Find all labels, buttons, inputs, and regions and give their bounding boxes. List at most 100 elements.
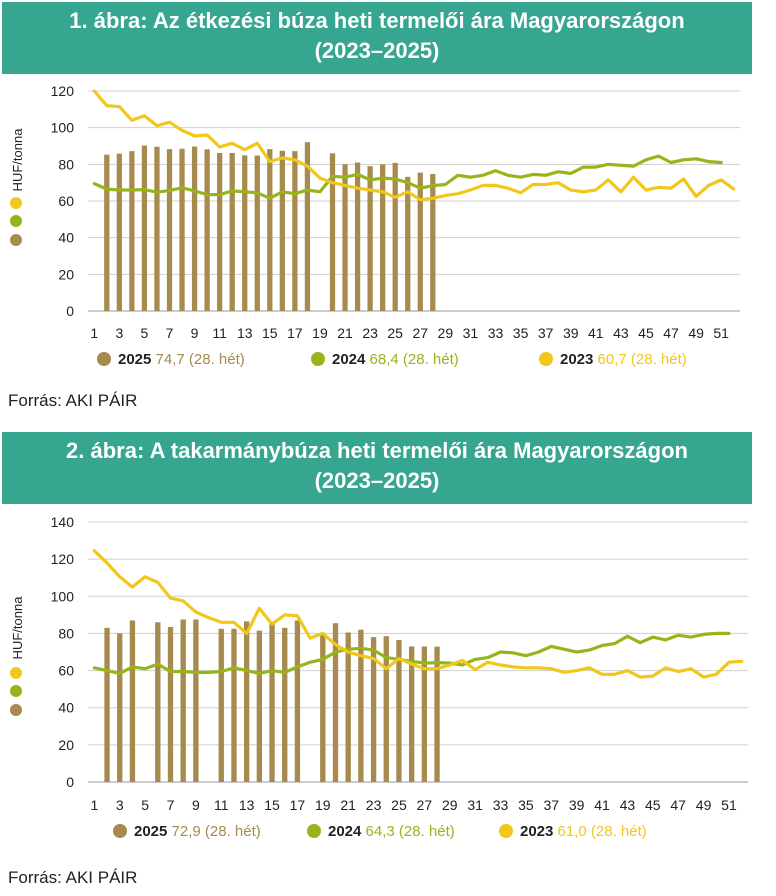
- chart1-bar-2025: [204, 149, 210, 311]
- chart2-bar-2025: [269, 623, 275, 782]
- chart1-legend-entry-2023: 2023 60,7 (28. hét): [560, 351, 687, 368]
- chart2-bar-2025: [320, 633, 326, 782]
- chart2-bar-2025: [345, 632, 351, 782]
- chart1-legend-value-2024: 68,4 (28. hét): [370, 351, 459, 368]
- chart1-legend-marker-2023: [539, 352, 553, 366]
- chart2-xtick-label: 43: [620, 797, 636, 813]
- chart1-bar-2025: [154, 146, 160, 311]
- chart2-xtick-label: 29: [442, 797, 458, 813]
- chart2-legend-entry-2023: 2023 61,0 (28. hét): [520, 823, 647, 840]
- chart2-bar-2025: [129, 620, 136, 782]
- chart1-bar-2025: [141, 145, 148, 311]
- chart2-xtick-label: 5: [141, 797, 149, 813]
- chart1-xtick-label: 3: [115, 325, 123, 341]
- chart2-ytick-label: 20: [58, 737, 74, 753]
- chart1-bar-2025: [405, 176, 411, 311]
- chart1-xtick-label: 5: [141, 325, 149, 341]
- chart2-legend-marker-2025: [113, 824, 127, 838]
- chart1-title: 1. ábra: Az étkezési búza heti termelői …: [69, 8, 685, 33]
- chart1-xtick-label: 19: [312, 325, 328, 341]
- chart2-xtick-label: 25: [391, 797, 407, 813]
- chart1-line-2024: [92, 154, 723, 200]
- chart2-bar-2025: [256, 630, 263, 782]
- chart2-bar-2025: [332, 623, 339, 782]
- chart2-xtick-label: 51: [721, 797, 737, 813]
- chart1-bar-2025: [267, 149, 273, 311]
- chart1-legend-entry-2025: 2025 74,7 (28. hét): [118, 351, 245, 368]
- chart1-legend-entry-2024: 2024 68,4 (28. hét): [332, 351, 459, 368]
- chart2-ytick-label: 60: [58, 663, 74, 679]
- chart2-bar-2025: [396, 639, 402, 782]
- chart1-bar-2025: [129, 151, 135, 311]
- chart1-title-banner: 1. ábra: Az étkezési búza heti termelői …: [2, 2, 752, 74]
- chart2-xtick-label: 37: [543, 797, 559, 813]
- chart2-xtick-label: 33: [493, 797, 509, 813]
- chart1-xtick-label: 1: [90, 325, 98, 341]
- chart1-xtick-label: 27: [412, 325, 428, 341]
- chart2-legend-entry-2025: 2025 72,9 (28. hét): [134, 823, 261, 840]
- chart1-xtick-label: 23: [362, 325, 378, 341]
- chart1-bar-2025: [292, 151, 298, 311]
- chart1-ytick-label: 120: [51, 83, 75, 99]
- chart1-legend-value-2025: 74,7 (28. hét): [156, 351, 245, 368]
- chart2-ytick-label: 0: [66, 774, 74, 790]
- chart1-legend-year-2023: 2023: [560, 351, 598, 368]
- chart2-xtick-label: 13: [239, 797, 255, 813]
- chart2-xtick-label: 41: [594, 797, 610, 813]
- chart1-xtick-label: 43: [613, 325, 629, 341]
- chart2-subtitle: (2023–2025): [314, 468, 440, 493]
- chart2-legend-entry-2024: 2024 64,3 (28. hét): [328, 823, 455, 840]
- chart2-legend-marker-2023: [499, 824, 513, 838]
- chart1-xtick-label: 25: [387, 325, 403, 341]
- chart1-source: Forrás: AKI PÁIR: [8, 391, 138, 410]
- chart1-ylabel-dot-2025: [10, 234, 22, 246]
- chart2-bar-2025: [193, 619, 199, 782]
- chart2-line-2024: [92, 631, 731, 676]
- chart2-bar-2025: [421, 646, 428, 782]
- chart1-xtick-label: 33: [488, 325, 504, 341]
- chart2-ylabel-dot-2024: [10, 685, 22, 697]
- chart2-xtick-label: 7: [167, 797, 175, 813]
- chart2-y-axis-label: HUF/tonna: [10, 596, 25, 660]
- chart1-xtick-label: 47: [663, 325, 679, 341]
- chart2-bar-2025: [104, 627, 110, 782]
- chart1-bar-2025: [116, 153, 122, 311]
- chart2-legend-year-2023: 2023: [520, 823, 558, 840]
- chart2-xtick-label: 39: [569, 797, 585, 813]
- chart1-ytick-label: 60: [58, 193, 74, 209]
- chart2-ylabel-dot-2025: [10, 704, 22, 716]
- chart2-xtick-label: 49: [696, 797, 712, 813]
- chart1-bar-2025: [179, 148, 185, 311]
- chart1-legend-marker-2024: [311, 352, 325, 366]
- chart1-xtick-label: 29: [438, 325, 454, 341]
- chart1-xtick-label: 21: [337, 325, 353, 341]
- chart1-bar-2025: [191, 146, 198, 311]
- chart2-title-banner: 2. ábra: A takarmánybúza heti termelői á…: [2, 432, 752, 504]
- chart1-xtick-label: 11: [212, 325, 227, 341]
- chart1-ytick-label: 80: [58, 156, 74, 172]
- chart1-legend-value-2023: 60,7 (28. hét): [598, 351, 687, 368]
- chart2-legend-value-2024: 64,3 (28. hét): [366, 823, 455, 840]
- chart2-xtick-label: 19: [315, 797, 331, 813]
- chart2-legend-year-2024: 2024: [328, 823, 366, 840]
- chart1-bar-2025: [242, 155, 248, 311]
- chart1-xtick-label: 51: [713, 325, 729, 341]
- chart1-bar-2025: [329, 153, 336, 311]
- chart2-title: 2. ábra: A takarmánybúza heti termelői á…: [66, 438, 688, 463]
- chart1-bar-2025: [104, 154, 110, 311]
- chart1-bar-2025: [342, 164, 348, 311]
- chart2-ylabel-dot-2023: [10, 667, 22, 679]
- chart2-bar-2025: [370, 637, 377, 782]
- chart1-bar-2025: [229, 152, 235, 311]
- chart1-ytick-label: 40: [58, 230, 74, 246]
- chart2-bar-2025: [180, 619, 186, 782]
- chart1-bar-2025: [304, 142, 311, 311]
- chart1-xtick-label: 31: [463, 325, 479, 341]
- chart2-legend-marker-2024: [307, 824, 321, 838]
- chart1-bar-2025: [367, 166, 373, 311]
- chart2-line-2023: [92, 549, 744, 679]
- chart2-bar-2025: [167, 626, 174, 782]
- chart1-line-2023: [92, 89, 736, 202]
